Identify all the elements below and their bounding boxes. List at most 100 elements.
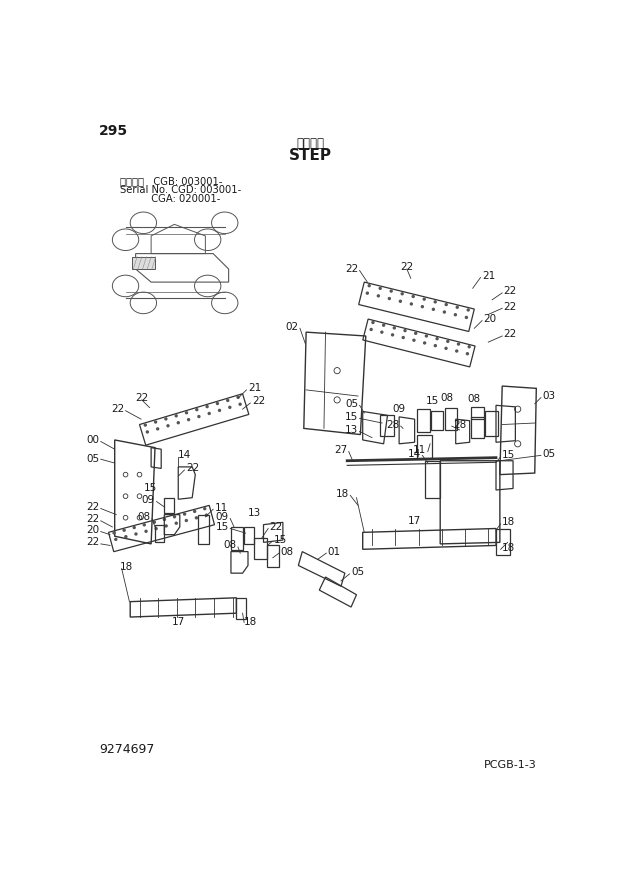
Text: 22: 22	[345, 264, 358, 274]
Circle shape	[412, 295, 415, 298]
Polygon shape	[131, 256, 155, 269]
Circle shape	[433, 300, 437, 304]
Text: 17: 17	[172, 618, 185, 627]
Circle shape	[443, 311, 446, 314]
Circle shape	[380, 331, 384, 334]
Circle shape	[156, 427, 159, 430]
Circle shape	[392, 326, 396, 330]
Text: 22: 22	[86, 502, 99, 512]
Text: 13: 13	[345, 425, 358, 435]
Circle shape	[388, 297, 391, 300]
Circle shape	[371, 321, 374, 325]
Circle shape	[216, 402, 219, 405]
Circle shape	[433, 344, 437, 347]
Text: 11: 11	[413, 445, 427, 455]
Circle shape	[382, 324, 386, 327]
Text: 22: 22	[86, 514, 99, 524]
Text: 01: 01	[328, 547, 341, 556]
Circle shape	[226, 399, 229, 402]
Text: 18: 18	[502, 517, 515, 528]
Circle shape	[205, 405, 209, 409]
Text: 21: 21	[482, 271, 495, 281]
Text: 18: 18	[335, 489, 348, 499]
Circle shape	[425, 334, 428, 338]
Text: 17: 17	[408, 515, 421, 526]
Circle shape	[173, 515, 176, 519]
Text: 08: 08	[467, 394, 481, 404]
Circle shape	[208, 412, 211, 415]
Circle shape	[166, 424, 170, 428]
Circle shape	[466, 308, 470, 312]
Text: 20: 20	[484, 314, 497, 324]
Text: 14: 14	[179, 451, 192, 460]
Text: 28: 28	[386, 419, 399, 430]
Text: 08: 08	[280, 547, 294, 556]
Text: ステップ: ステップ	[296, 137, 324, 150]
Circle shape	[378, 287, 382, 290]
Text: 15: 15	[215, 522, 229, 532]
Circle shape	[205, 514, 208, 517]
Text: 08: 08	[223, 541, 236, 550]
Text: 22: 22	[186, 464, 199, 473]
Circle shape	[445, 303, 448, 306]
Circle shape	[133, 526, 136, 529]
Circle shape	[183, 513, 186, 515]
Circle shape	[401, 292, 404, 296]
Circle shape	[187, 418, 190, 422]
Circle shape	[185, 519, 188, 522]
Text: 22: 22	[503, 286, 517, 297]
Circle shape	[466, 352, 469, 355]
Circle shape	[175, 522, 178, 525]
Circle shape	[414, 332, 417, 335]
Circle shape	[423, 341, 427, 345]
Circle shape	[391, 333, 394, 337]
Circle shape	[177, 421, 180, 424]
Text: 14: 14	[407, 449, 421, 458]
Circle shape	[112, 531, 116, 535]
Text: 22: 22	[401, 262, 414, 272]
Circle shape	[218, 409, 221, 412]
Circle shape	[370, 328, 373, 331]
Circle shape	[164, 524, 168, 528]
Circle shape	[464, 316, 468, 319]
Text: 05: 05	[351, 567, 364, 578]
Text: 28: 28	[453, 419, 467, 430]
Text: 22: 22	[503, 302, 517, 312]
Circle shape	[154, 420, 157, 424]
Circle shape	[114, 537, 118, 541]
Circle shape	[203, 507, 206, 510]
Text: 20: 20	[86, 525, 99, 535]
Text: 02: 02	[285, 322, 298, 332]
Circle shape	[432, 308, 435, 311]
Text: CGA: 020001-: CGA: 020001-	[120, 194, 221, 205]
Circle shape	[135, 532, 138, 536]
Circle shape	[456, 305, 459, 309]
Circle shape	[402, 336, 405, 340]
Circle shape	[144, 424, 147, 427]
Text: 05: 05	[345, 399, 358, 409]
Circle shape	[410, 302, 413, 305]
Circle shape	[467, 345, 471, 348]
Text: 27: 27	[334, 445, 347, 455]
Text: 18: 18	[502, 542, 515, 553]
Circle shape	[122, 528, 126, 532]
Circle shape	[185, 411, 188, 415]
Circle shape	[389, 290, 393, 293]
Circle shape	[368, 284, 371, 287]
Circle shape	[144, 529, 148, 533]
Circle shape	[412, 339, 415, 342]
Text: 08: 08	[137, 512, 151, 522]
Text: 22: 22	[86, 537, 99, 548]
Circle shape	[197, 415, 201, 418]
Text: 適用号機   CGB: 003001-: 適用号機 CGB: 003001-	[120, 176, 223, 185]
Text: STEP: STEP	[288, 148, 332, 163]
Circle shape	[236, 396, 240, 399]
Circle shape	[422, 298, 426, 301]
Circle shape	[124, 535, 128, 538]
Circle shape	[195, 516, 198, 520]
Text: 05: 05	[542, 449, 556, 458]
Circle shape	[239, 402, 242, 406]
Text: 295: 295	[99, 124, 128, 138]
Circle shape	[162, 518, 166, 522]
Circle shape	[435, 337, 439, 340]
